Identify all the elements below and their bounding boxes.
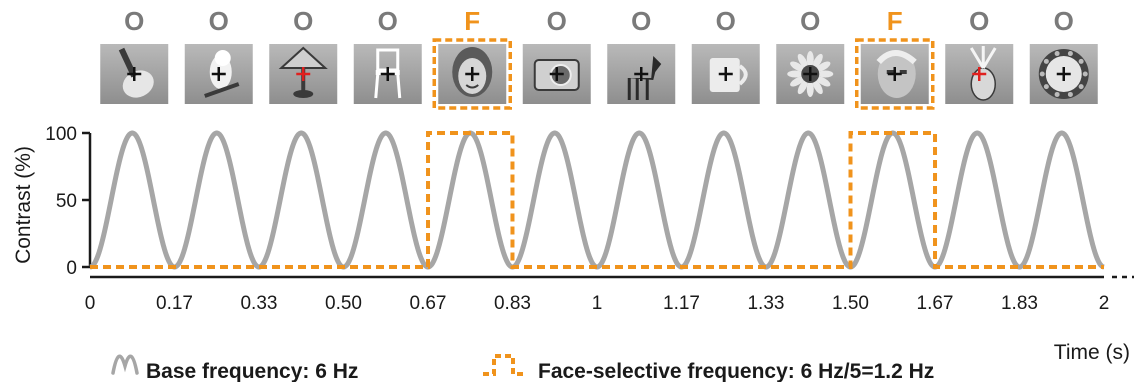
y-tick-label: 100: [45, 124, 77, 145]
stimulus-image: [607, 44, 676, 104]
stimulus-label: O: [293, 6, 313, 36]
stimulus-object: O: [607, 6, 676, 104]
legend-face-label: Face-selective frequency: 6 Hz/5=1.2 Hz: [538, 360, 934, 382]
x-tick-label: 0: [85, 293, 96, 314]
fixation-cross-icon: [972, 67, 987, 81]
face-highlight-frame: [432, 38, 512, 110]
legend-face: Face-selective frequency: 6 Hz/5=1.2 Hz: [483, 354, 934, 382]
face-frequency-line: [90, 131, 1104, 269]
x-tick-label: 0.17: [156, 293, 193, 314]
parrot-icon: [204, 50, 240, 98]
fixation-cross-icon: [718, 67, 733, 81]
legend-face-swatch: [483, 354, 524, 376]
fixation-cross-icon: [549, 67, 564, 81]
stimulus-label: O: [800, 6, 820, 36]
x-tick-label: 1.33: [747, 293, 784, 314]
legend-base: Base frequency: 6 Hz: [111, 354, 358, 382]
stimulus-face: F: [432, 6, 512, 110]
x-tick-label: 0.33: [240, 293, 277, 314]
fixation-cross-icon: [380, 67, 395, 81]
fixation-cross-icon: [1056, 67, 1071, 81]
fixation-cross-icon: [465, 67, 480, 81]
fixation-cross-icon: [887, 67, 902, 81]
y-axis-label: Contrast (%): [12, 146, 35, 264]
horse-icon: [627, 56, 662, 100]
legend: Base frequency: 6 Hz Face-selective freq…: [111, 354, 934, 382]
y-tick-label: 0: [66, 258, 77, 279]
x-tick-label: 0.67: [410, 293, 447, 314]
face-highlight-frame: [855, 38, 935, 110]
legend-base-label: Base frequency: 6 Hz: [146, 360, 358, 382]
stimulus-label: F: [887, 6, 903, 36]
stimulus-label: O: [1054, 6, 1074, 36]
fixation-cross-icon: [803, 67, 818, 81]
stimulus-object: O: [353, 6, 422, 104]
stimulus-label: O: [124, 6, 144, 36]
x-tick-label: 1: [592, 293, 603, 314]
stimulus-label: F: [464, 6, 480, 36]
x-tick-label: 1.67: [917, 293, 954, 314]
x-tick-label: 0.50: [325, 293, 362, 314]
x-tick-label: 1.17: [663, 293, 700, 314]
stimulus-object: O: [100, 6, 169, 104]
stimulus-label: O: [209, 6, 229, 36]
stimulus-object: O: [184, 6, 253, 104]
stimulus-label: O: [631, 6, 651, 36]
fixation-cross-icon: [634, 67, 649, 81]
pineapple-icon: [969, 46, 997, 101]
guitar-icon: [118, 47, 154, 98]
legend-base-swatch: [111, 354, 139, 375]
stimulus-image: [776, 44, 845, 104]
stimulus-object: O: [776, 6, 845, 104]
stimulus-label: O: [969, 6, 989, 36]
fixation-cross-icon: [211, 67, 226, 81]
stimulus-object: O: [269, 6, 338, 104]
x-tick-label: 2: [1099, 293, 1110, 314]
stimulus-face: F: [855, 6, 935, 110]
stimulus-object: O: [1029, 6, 1098, 104]
x-tick-label: 0.83: [494, 293, 531, 314]
stimulus-image: [100, 44, 169, 104]
stimulus-label: O: [547, 6, 567, 36]
stimulus-image: [945, 44, 1014, 104]
x-tick-label: 1.50: [832, 293, 869, 314]
stimulus-object: O: [945, 6, 1014, 104]
fixation-cross-icon: [127, 67, 142, 81]
x-axis-label: Time (s): [1054, 341, 1130, 364]
contrast-chart: Contrast (%) Time (s) 0 50 100 0 0.17 0.33 0.5…: [12, 124, 1134, 364]
x-tick-label: 1.83: [1001, 293, 1038, 314]
stimulus-object: O: [522, 6, 591, 104]
base-frequency-line: [88, 130, 1106, 270]
stimulus-label: O: [378, 6, 398, 36]
y-tick-label: 50: [56, 191, 77, 212]
stimulus-label: O: [716, 6, 736, 36]
stimulus-object: O: [691, 6, 760, 104]
fixation-cross-icon: [296, 67, 311, 81]
